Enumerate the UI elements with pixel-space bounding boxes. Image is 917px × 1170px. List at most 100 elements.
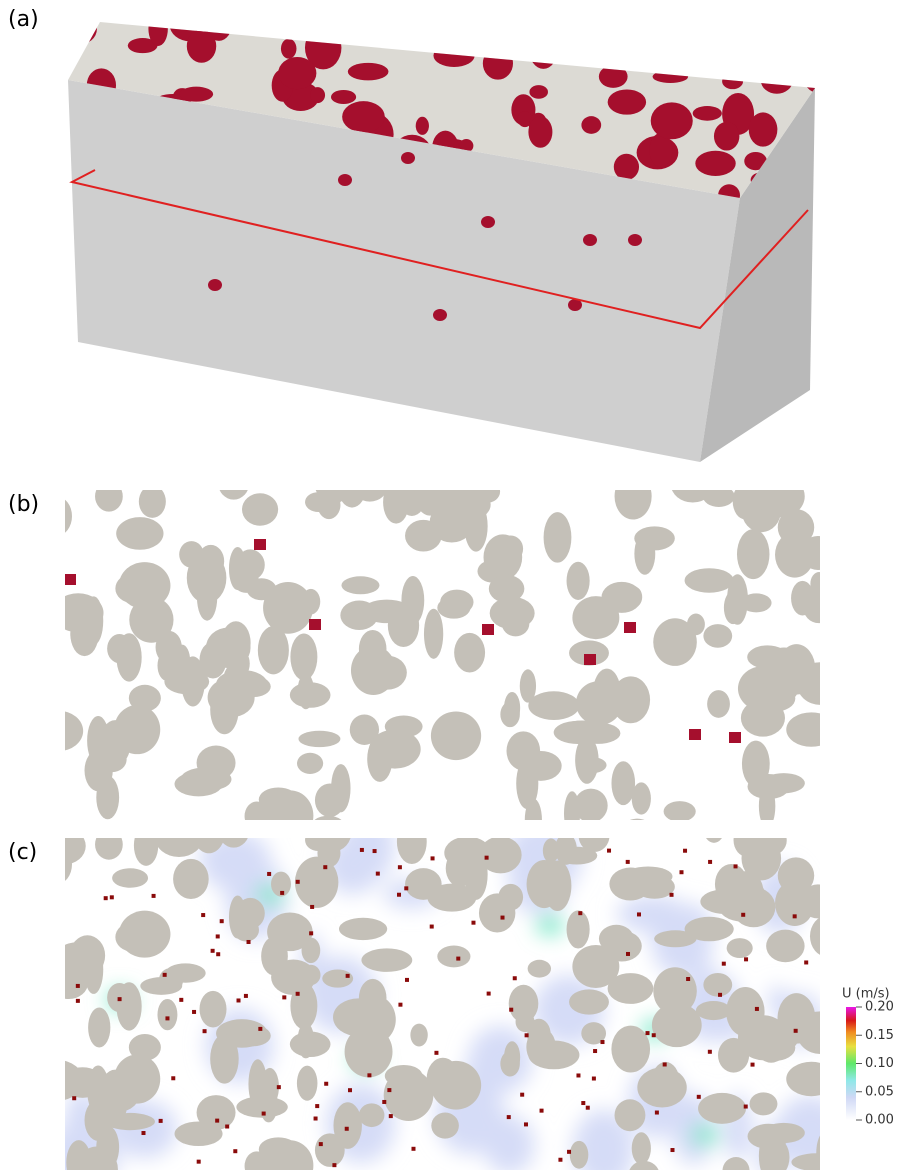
solid-grain [218,466,249,500]
stagnant-pore [118,997,122,1001]
pore-cluster [310,87,325,103]
solid-grain [498,884,523,911]
pore-cluster [278,57,316,89]
pore-cluster [348,63,389,81]
solid-grain [297,1066,318,1101]
stagnant-pore [282,995,286,999]
stagnant-pore [346,974,350,978]
stagnant-pore [398,865,402,869]
solid-grain [696,1001,731,1020]
stagnant-pore [345,1127,349,1131]
pore-cluster [528,116,552,148]
stagnant-pore [280,891,284,895]
pore-cluster [728,44,764,78]
stagnant-pore [389,1114,393,1118]
solid-grain [577,757,607,773]
stagnant-pore [540,1109,544,1113]
solid-grain [310,816,345,841]
pore-cluster [208,279,222,291]
stagnant-pore [718,993,722,997]
pore-cluster [558,27,592,41]
solid-grain [707,690,730,718]
solid-grain [810,915,845,957]
velocity-field [536,915,564,935]
stagnant-pore [593,1049,597,1053]
solid-grain [685,917,734,941]
solid-grain [405,868,442,900]
pore-cluster [749,112,778,146]
pore-cluster [179,87,213,102]
velocity-field [340,811,395,882]
stagnant-pore [277,1085,281,1089]
stagnant-pore [708,860,712,864]
solid-grain [290,982,317,1029]
stagnant-pore [405,978,409,982]
pore-cluster [433,44,474,67]
solid-grain [791,581,814,616]
solid-grain [116,633,141,681]
stagnant-pore [387,1088,391,1092]
solid-grain [290,682,331,708]
stagnant-pore [171,1076,175,1080]
pore-cluster [700,9,716,31]
solid-grain [431,1061,481,1110]
stagnant-pore [367,1073,371,1077]
solid-grain [116,982,141,1030]
stagnant-pore [793,914,797,918]
stagnant-pore [376,872,380,876]
solid-grain [504,1041,520,1073]
solid-grain [520,669,536,702]
pore-cluster [761,67,793,94]
solid-grain [84,945,103,994]
solid-grain [155,817,203,857]
stagnant-pore [237,998,241,1002]
pore-cluster [342,101,385,132]
velocity-field [227,843,269,882]
solid-grain [611,761,635,805]
pore-cluster [623,37,664,53]
solid-grain [315,1133,345,1167]
solid-grain [554,721,602,744]
solid-grain [173,859,209,899]
stagnant-pore [581,1101,585,1105]
solid-grain [164,669,209,694]
solid-grain [165,963,205,982]
pore-cluster [583,234,597,246]
stagnant-pore [794,1029,798,1033]
pore-cluster [314,17,335,34]
solid-grain [424,609,443,659]
stagnant-pore [411,1147,415,1151]
stagnant-pore [655,1111,659,1115]
solid-grain [601,931,641,962]
pore-cluster [401,152,415,164]
stagnant-pore [159,1119,163,1123]
stagnant-pore [233,1149,237,1153]
panel-label: (b) [8,492,39,517]
stagnant-pore [507,1115,511,1119]
stagnant-pore [76,999,80,1003]
solid-grain [98,1096,127,1122]
solid-grain [810,572,827,595]
solid-grain [397,820,427,864]
stagnant-pore [104,896,108,900]
solid-grain [259,1137,298,1161]
solid-grain [611,1026,650,1073]
stagnant-pore [179,998,183,1002]
volume-render [60,0,832,462]
pore-cluster [416,117,429,135]
stagnant-pore [315,1104,319,1108]
solid-grain [401,576,424,625]
solid-grain [525,799,542,842]
stagnant-pore [683,849,687,853]
solid-grain [359,1103,385,1127]
solid-grain [242,493,278,525]
solid-grain [115,923,147,951]
pore-cluster [608,89,646,114]
stagnant-pore [578,911,582,915]
stagnant-pore [501,916,505,920]
solid-grain [199,991,226,1028]
stagnant-pore [509,1008,513,1012]
stagnant-pore [434,1051,438,1055]
stagnant-pore [152,894,156,898]
stagnant-pore [471,921,475,925]
